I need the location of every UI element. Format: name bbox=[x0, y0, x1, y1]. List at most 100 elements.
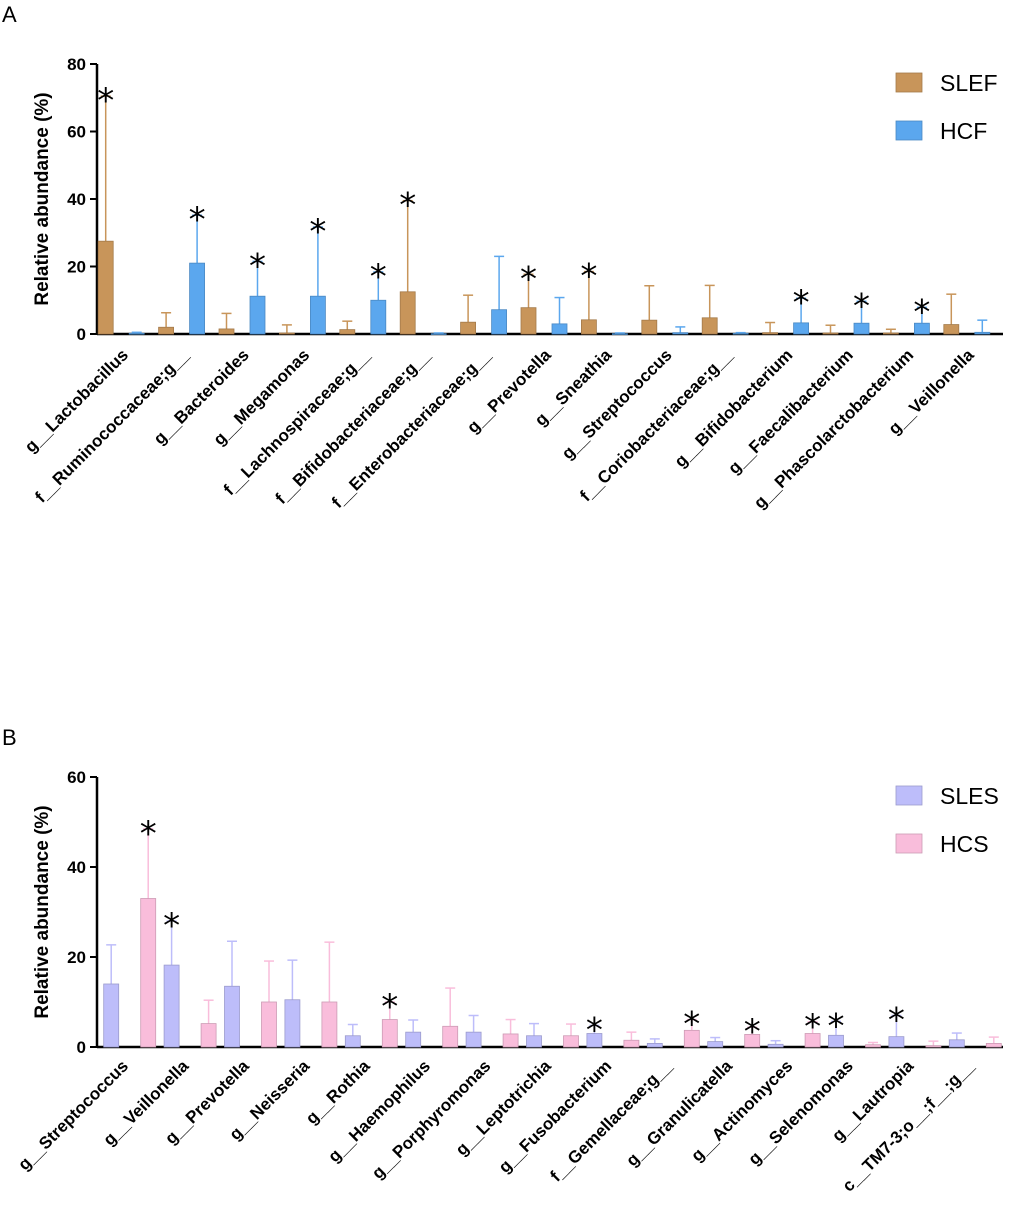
bar-hcs-g-leptotrichia bbox=[563, 1035, 579, 1048]
significance-star: * bbox=[580, 257, 597, 297]
bar-sles-g-neisseria bbox=[284, 999, 301, 1048]
bar-slef-g-megamonas bbox=[278, 332, 295, 335]
category-label: g__Porphyromonas bbox=[368, 1056, 494, 1182]
legend-label-hcf: HCF bbox=[940, 118, 987, 144]
bar-hcf-f-lachnospiraceae-g bbox=[370, 299, 387, 335]
significance-star: * bbox=[97, 81, 114, 121]
bar-sles-g-fusobacterium bbox=[586, 1033, 603, 1048]
bar-hcs-g-rothia bbox=[381, 1019, 398, 1048]
significance-star: * bbox=[853, 286, 870, 326]
significance-star: * bbox=[793, 283, 810, 323]
bar-hcs-g-veillonella bbox=[200, 1023, 217, 1048]
bar-sles-g-prevotella bbox=[224, 985, 240, 1048]
y-tick-label: 60 bbox=[67, 123, 86, 142]
bar-slef-f-enterobacteriaceae-g bbox=[460, 321, 477, 335]
bar-hcf-g-bacteroides bbox=[249, 295, 266, 335]
bar-hcf-g-bifidobacterium bbox=[793, 322, 809, 335]
panel-label-a: A bbox=[2, 2, 17, 27]
significance-star: * bbox=[683, 1005, 700, 1045]
bar-sles-g-streptococcus bbox=[103, 983, 120, 1048]
legend-swatch-sles bbox=[895, 785, 923, 806]
bar-hcs-g-streptococcus bbox=[140, 898, 157, 1048]
category-label: g__Streptococcus bbox=[558, 345, 676, 463]
bar-hcf-f-enterobacteriaceae-g bbox=[491, 309, 508, 335]
category-label: g__Selenomonas bbox=[745, 1056, 857, 1168]
bar-slef-f-ruminococcaceae-g bbox=[158, 326, 175, 335]
y-tick-label: 0 bbox=[77, 1038, 86, 1057]
bar-slef-f-lachnospiraceae-g bbox=[339, 329, 356, 335]
bar-slef-g-lactobacillus bbox=[97, 240, 114, 335]
bar-hcs-g-lautropia bbox=[925, 1045, 942, 1048]
bar-hcs-g-haemophilus bbox=[442, 1025, 459, 1048]
category-label: f__Gemellaceae;g__ bbox=[547, 1056, 676, 1185]
y-tick-label: 40 bbox=[67, 858, 86, 877]
bar-slef-g-bacteroides bbox=[218, 328, 235, 335]
bar-hcs-g-actinomyces bbox=[804, 1033, 821, 1048]
bar-hcs-g-fusobacterium bbox=[623, 1039, 640, 1048]
legend-swatch-hcs bbox=[895, 833, 923, 854]
bar-sles-g-veillonella bbox=[163, 964, 180, 1048]
bar-hcf-g-lactobacillus bbox=[128, 332, 145, 335]
bar-hcf-f-ruminococcaceae-g bbox=[189, 262, 206, 335]
significance-star: * bbox=[163, 906, 180, 946]
category-label: g__Bifidobacterium bbox=[671, 345, 797, 471]
y-tick-label: 40 bbox=[67, 190, 86, 209]
bar-hcf-g-streptococcus bbox=[672, 332, 689, 335]
significance-star: * bbox=[189, 200, 206, 240]
bar-sles-g-selenomonas bbox=[828, 1034, 844, 1048]
bar-hcs-g-prevotella bbox=[261, 1001, 277, 1048]
category-label: g__Lactobacillus bbox=[21, 345, 132, 456]
bar-hcs-g-porphyromonas bbox=[502, 1033, 519, 1048]
significance-star: * bbox=[370, 257, 387, 297]
bar-hcf-g-phascolarctobacterium bbox=[914, 322, 930, 335]
bar-hcf-g-faecalibacterium bbox=[853, 322, 870, 335]
chart-panel-a: 0 20 40 60 80 Relative abundance (%) * * * * * * * * *… bbox=[21, 55, 1003, 512]
panel-label-b: B bbox=[2, 725, 17, 750]
bar-hcf-f-coriobacteriaceae-g bbox=[732, 332, 749, 335]
significance-star: * bbox=[249, 246, 266, 286]
bar-sles-g-rothia bbox=[344, 1035, 361, 1048]
significance-star: * bbox=[913, 292, 930, 332]
category-label: g__Actinomyces bbox=[687, 1056, 796, 1165]
legend-label-hcs: HCS bbox=[940, 831, 989, 857]
bar-sles-f-gemellaceae-g bbox=[646, 1043, 663, 1048]
bar-hcs-g-neisseria bbox=[321, 1001, 338, 1048]
significance-star: * bbox=[804, 1007, 821, 1047]
bar-hcf-g-megamonas bbox=[309, 295, 326, 335]
significance-star: * bbox=[888, 1001, 905, 1041]
bar-sles-c-tm7-3-o-f-g bbox=[948, 1039, 965, 1048]
bar-slef-g-phascolarctobacterium bbox=[883, 332, 899, 335]
category-label: g__Haemophilus bbox=[324, 1056, 434, 1166]
significance-star: * bbox=[744, 1012, 761, 1052]
bar-slef-g-sneathia bbox=[581, 319, 597, 335]
bar-slef-g-bifidobacterium bbox=[762, 332, 778, 335]
legend-label-slef: SLEF bbox=[940, 70, 998, 96]
y-tick-label: 60 bbox=[67, 768, 86, 787]
y-tick-label: 20 bbox=[67, 948, 86, 967]
y-tick-label: 80 bbox=[67, 55, 86, 74]
y-tick-label: 0 bbox=[77, 325, 86, 344]
bar-slef-f-bifidobacteriaceae-g bbox=[399, 291, 416, 335]
bar-sles-g-granulicatella bbox=[707, 1041, 724, 1048]
significance-star: * bbox=[520, 259, 537, 299]
category-label: g__Fusobacterium bbox=[495, 1056, 615, 1176]
bar-hcs-g-granulicatella bbox=[744, 1034, 761, 1048]
significance-star: * bbox=[309, 212, 326, 252]
bar-hcs-f-gemellaceae-g bbox=[683, 1029, 700, 1048]
bar-hcs-g-selenomonas bbox=[865, 1044, 881, 1048]
y-axis-title: Relative abundance (%) bbox=[32, 805, 53, 1018]
y-tick-label: 20 bbox=[67, 258, 86, 277]
legend-swatch-slef bbox=[895, 72, 923, 93]
bar-sles-g-porphyromonas bbox=[465, 1031, 482, 1048]
category-label: g__Streptococcus bbox=[14, 1056, 132, 1174]
category-label: g__Granulicatella bbox=[622, 1056, 736, 1170]
bar-hcf-g-sneathia bbox=[612, 333, 628, 335]
significance-star: * bbox=[399, 186, 416, 226]
bar-sles-g-leptotrichia bbox=[526, 1035, 542, 1048]
significance-star: * bbox=[381, 987, 398, 1027]
bar-hcs-c-tm7-3-o-f-g bbox=[985, 1043, 1002, 1048]
bar-sles-g-haemophilus bbox=[405, 1031, 422, 1048]
bar-sles-g-lautropia bbox=[888, 1036, 905, 1048]
